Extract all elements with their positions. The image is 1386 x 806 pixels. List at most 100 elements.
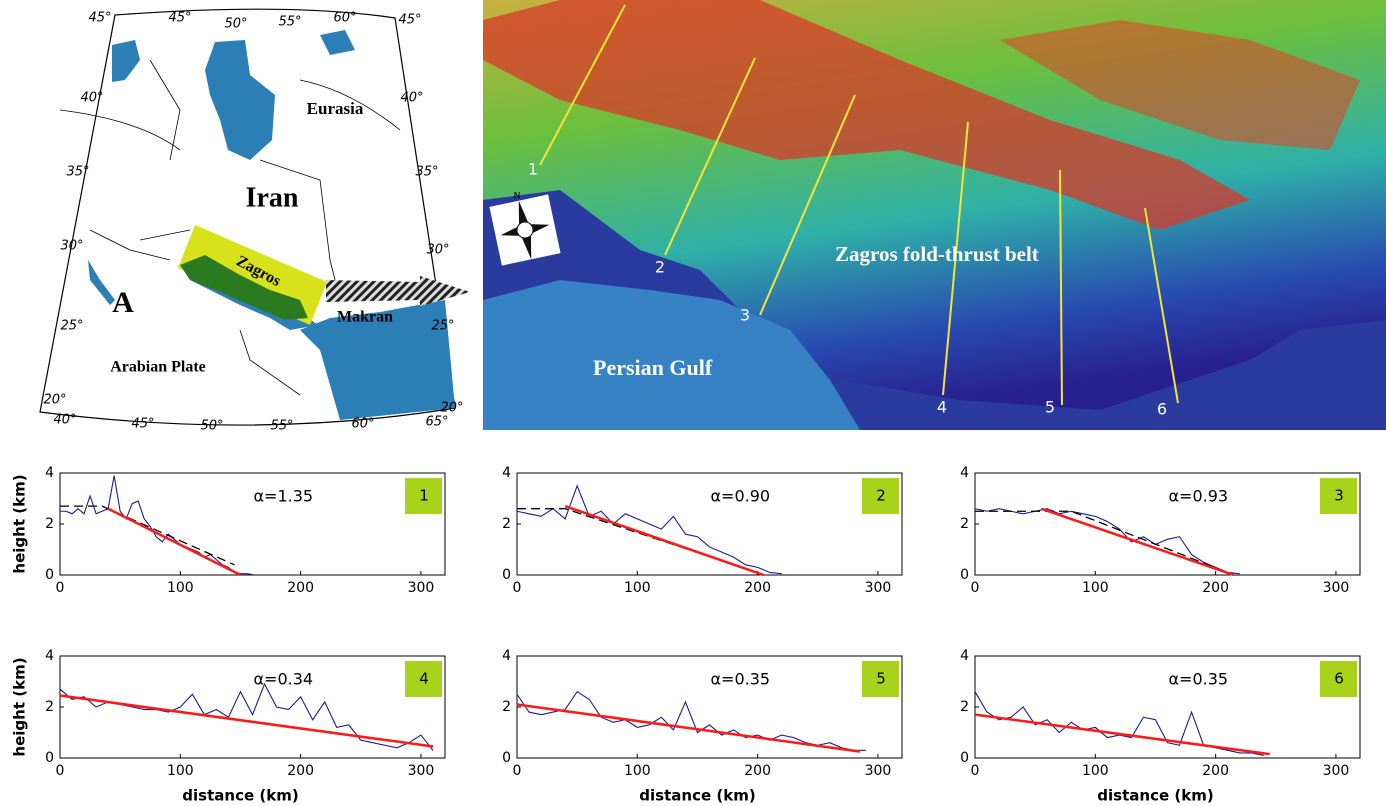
plot-area xyxy=(60,656,445,758)
y-tick-label: 2 xyxy=(45,516,54,532)
x-tick-label: 200 xyxy=(287,580,314,596)
plot-area xyxy=(60,473,445,575)
place-name: Arabian Plate xyxy=(110,359,206,376)
place-name: Makran xyxy=(337,309,393,326)
x-tick-label: 100 xyxy=(1082,580,1109,596)
x-tick-label: 200 xyxy=(1202,763,1229,779)
profile-number: 2 xyxy=(655,258,665,277)
degree-label: 55° xyxy=(278,15,301,30)
degree-label: 50° xyxy=(200,419,223,434)
x-axis-label: distance (km) xyxy=(182,787,298,805)
dem-map: N Zagros fold-thrust belt Persian Gulf xyxy=(483,0,1386,430)
y-tick-label: 2 xyxy=(960,699,969,715)
profile-number: 4 xyxy=(937,398,947,417)
y-tick-label: 0 xyxy=(502,567,511,583)
alpha-label: α=1.35 xyxy=(254,487,314,506)
x-tick-label: 0 xyxy=(513,580,522,596)
x-axis-label: distance (km) xyxy=(1097,787,1213,805)
alpha-label: α=0.35 xyxy=(1169,670,1229,689)
x-tick-label: 300 xyxy=(408,580,435,596)
alpha-label: α=0.90 xyxy=(711,487,771,506)
degree-label: 45° xyxy=(88,11,111,26)
x-tick-label: 100 xyxy=(167,580,194,596)
degree-label: 25° xyxy=(431,319,454,334)
y-tick-label: 4 xyxy=(45,648,54,664)
panel-label: 6 xyxy=(1334,670,1344,688)
profile-number: 3 xyxy=(740,306,750,325)
plot-area xyxy=(975,473,1360,575)
x-tick-label: 300 xyxy=(408,763,435,779)
x-tick-label: 300 xyxy=(865,763,892,779)
y-tick-label: 2 xyxy=(502,516,511,532)
degree-label: 30° xyxy=(426,243,449,258)
degree-label: 35° xyxy=(415,165,438,180)
alpha-label: α=0.93 xyxy=(1169,487,1229,506)
panel-label: 1 xyxy=(419,487,429,505)
figure: N Zagros fold-thrust belt Persian Gulf 4… xyxy=(0,0,1386,806)
alpha-label: α=0.35 xyxy=(711,670,771,689)
degree-label: 55° xyxy=(270,419,293,434)
panel-label: 2 xyxy=(876,487,886,505)
y-axis-label: height (km) xyxy=(11,657,29,756)
x-tick-label: 200 xyxy=(744,763,771,779)
degree-label: 40° xyxy=(80,91,103,106)
panel-label: 3 xyxy=(1334,487,1344,505)
y-tick-label: 2 xyxy=(45,699,54,715)
x-tick-label: 300 xyxy=(1323,763,1350,779)
x-tick-label: 200 xyxy=(744,580,771,596)
belt-label: Zagros fold-thrust belt xyxy=(835,242,1039,266)
location-map xyxy=(40,9,470,425)
x-axis-label: distance (km) xyxy=(639,787,755,805)
profile-number: 6 xyxy=(1157,400,1167,419)
y-tick-label: 0 xyxy=(45,567,54,583)
degree-label: 20° xyxy=(440,401,463,416)
degree-label: 45° xyxy=(168,11,191,26)
y-tick-label: 4 xyxy=(960,648,969,664)
degree-label: 25° xyxy=(60,319,83,334)
page: N Zagros fold-thrust belt Persian Gulf 4… xyxy=(0,0,1386,806)
place-name: Iran xyxy=(246,182,299,213)
alpha-label: α=0.34 xyxy=(254,670,314,689)
degree-label: 40° xyxy=(400,91,423,106)
x-tick-label: 0 xyxy=(56,580,65,596)
x-tick-label: 300 xyxy=(865,580,892,596)
gulf-label: Persian Gulf xyxy=(593,355,713,380)
x-tick-label: 200 xyxy=(287,763,314,779)
x-tick-label: 100 xyxy=(1082,763,1109,779)
degree-label: 20° xyxy=(43,393,66,408)
y-tick-label: 4 xyxy=(502,648,511,664)
x-tick-label: 200 xyxy=(1202,580,1229,596)
x-tick-label: 100 xyxy=(624,580,651,596)
x-tick-label: 300 xyxy=(1323,580,1350,596)
place-name: A xyxy=(112,286,134,319)
y-axis-label: height (km) xyxy=(11,474,29,573)
y-tick-label: 0 xyxy=(960,750,969,766)
north-label: N xyxy=(514,192,521,202)
degree-label: 65° xyxy=(425,415,448,430)
place-name: Eurasia xyxy=(307,99,364,118)
y-tick-label: 2 xyxy=(960,516,969,532)
y-tick-label: 0 xyxy=(960,567,969,583)
x-tick-label: 0 xyxy=(971,763,980,779)
plot-area xyxy=(517,656,902,758)
y-tick-label: 0 xyxy=(45,750,54,766)
x-tick-label: 0 xyxy=(971,580,980,596)
y-tick-label: 4 xyxy=(960,465,969,481)
degree-label: 40° xyxy=(53,413,76,428)
x-tick-label: 100 xyxy=(167,763,194,779)
x-tick-label: 100 xyxy=(624,763,651,779)
y-tick-label: 4 xyxy=(45,465,54,481)
plot-area xyxy=(517,473,902,575)
degree-label: 50° xyxy=(224,17,247,32)
degree-label: 35° xyxy=(66,165,89,180)
degree-label: 60° xyxy=(333,11,356,26)
degree-label: 45° xyxy=(398,13,421,28)
degree-label: 45° xyxy=(131,417,154,432)
y-tick-label: 4 xyxy=(502,465,511,481)
degree-label: 60° xyxy=(351,417,374,432)
y-tick-label: 0 xyxy=(502,750,511,766)
x-tick-label: 0 xyxy=(56,763,65,779)
profile-number: 5 xyxy=(1045,398,1055,417)
x-tick-label: 0 xyxy=(513,763,522,779)
y-tick-label: 2 xyxy=(502,699,511,715)
